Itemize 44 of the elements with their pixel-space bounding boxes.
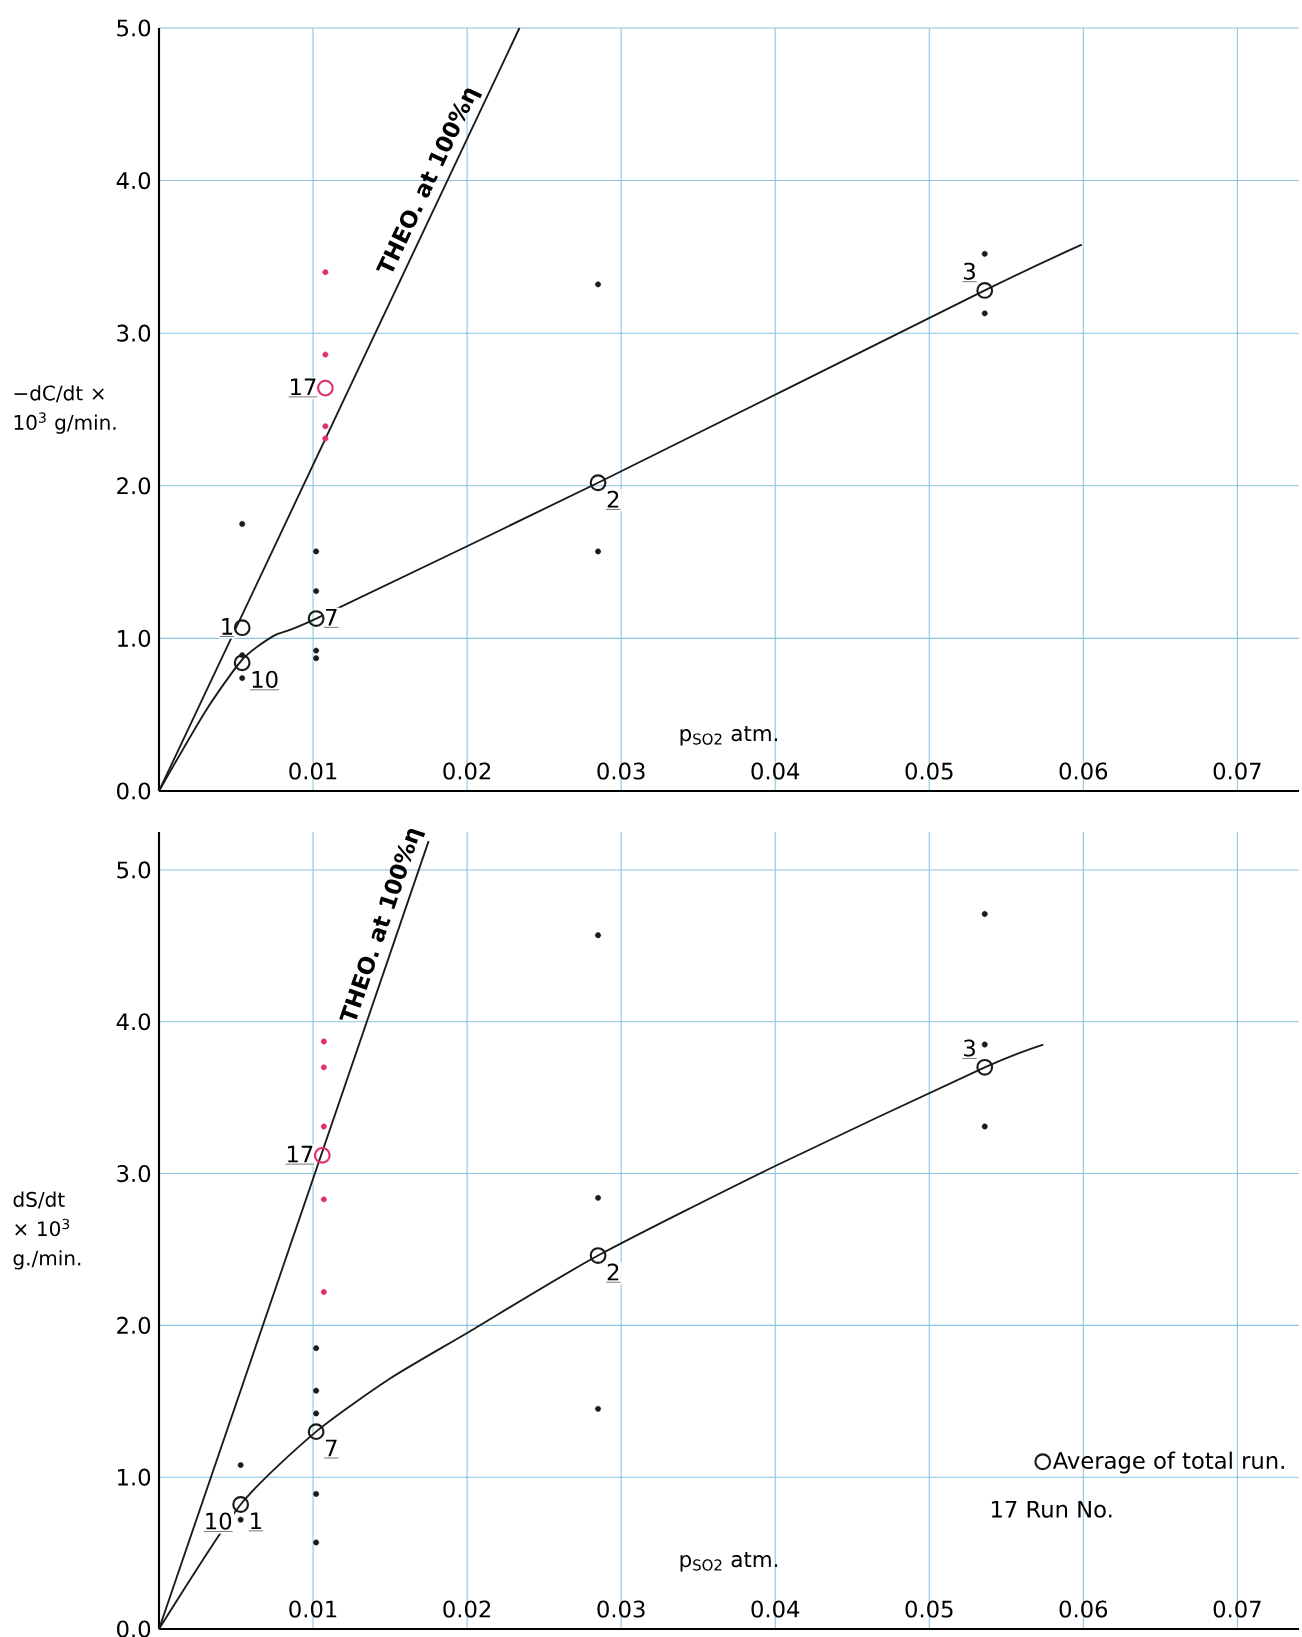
annotation: 10 bbox=[252, 670, 278, 688]
x-tick-label: 0.06 bbox=[1059, 1600, 1108, 1618]
y-tick-label: 5.0 bbox=[117, 861, 151, 879]
y-tick-label: 2.0 bbox=[117, 477, 151, 495]
annotation: 3 bbox=[964, 262, 975, 280]
x-tick-label: 0.04 bbox=[751, 1600, 800, 1618]
annotation: 7 bbox=[326, 1439, 337, 1457]
x-tick-label: 0.01 bbox=[289, 762, 337, 780]
annotation: 17 Run No. bbox=[991, 1500, 1112, 1518]
y-tick-label: 3.0 bbox=[117, 324, 151, 342]
annotation: 17 bbox=[291, 378, 316, 396]
y-tick-label: 1.0 bbox=[118, 629, 151, 647]
annotation: 10 bbox=[206, 1512, 232, 1530]
y-tick-label: 4.0 bbox=[116, 1013, 151, 1031]
x-axis-title: p$_{SO2}$ atm. bbox=[680, 726, 778, 746]
x-tick-label: 0.05 bbox=[905, 762, 953, 780]
x-tick-label: 0.05 bbox=[905, 1600, 953, 1618]
x-tick-label: 0.07 bbox=[1213, 762, 1261, 780]
annotation: 1 bbox=[222, 618, 233, 635]
annotation: 1 bbox=[251, 1512, 261, 1530]
y-axis-title: −dC/dt × 10$^{3}$ g/min. bbox=[14, 385, 116, 434]
annotation: 3 bbox=[964, 1039, 975, 1057]
x-tick-label: 0.04 bbox=[751, 762, 800, 780]
y-tick-label: 0.0 bbox=[117, 782, 151, 800]
x-tick-label: 0.03 bbox=[597, 1600, 645, 1618]
y-tick-label: 2.0 bbox=[117, 1316, 151, 1334]
x-tick-label: 0.06 bbox=[1059, 762, 1108, 780]
annotation: 2 bbox=[607, 1263, 619, 1281]
y-tick-label: 3.0 bbox=[117, 1164, 151, 1183]
annotation: 17 bbox=[287, 1145, 313, 1163]
x-tick-label: 0.02 bbox=[443, 1600, 491, 1618]
x-tick-label: 0.02 bbox=[443, 762, 491, 780]
x-tick-label: 0.03 bbox=[597, 762, 645, 780]
x-tick-label: 0.01 bbox=[289, 1600, 337, 1618]
x-tick-label: 0.07 bbox=[1213, 1600, 1261, 1618]
x-axis-title: p$_{SO2}$ atm. bbox=[680, 1552, 778, 1572]
legend-label: Average of total run. bbox=[1052, 1451, 1284, 1474]
annotation: 2 bbox=[607, 490, 619, 508]
y-tick-label: 4.0 bbox=[116, 172, 151, 190]
y-tick-label: 1.0 bbox=[118, 1468, 151, 1486]
y-tick-label: 0.0 bbox=[117, 1620, 151, 1637]
text: dS/dt × 10$^{3}$ g./min. bbox=[13, 1191, 81, 1270]
y-tick-label: 5.0 bbox=[117, 19, 151, 37]
annotation: 7 bbox=[326, 608, 337, 626]
